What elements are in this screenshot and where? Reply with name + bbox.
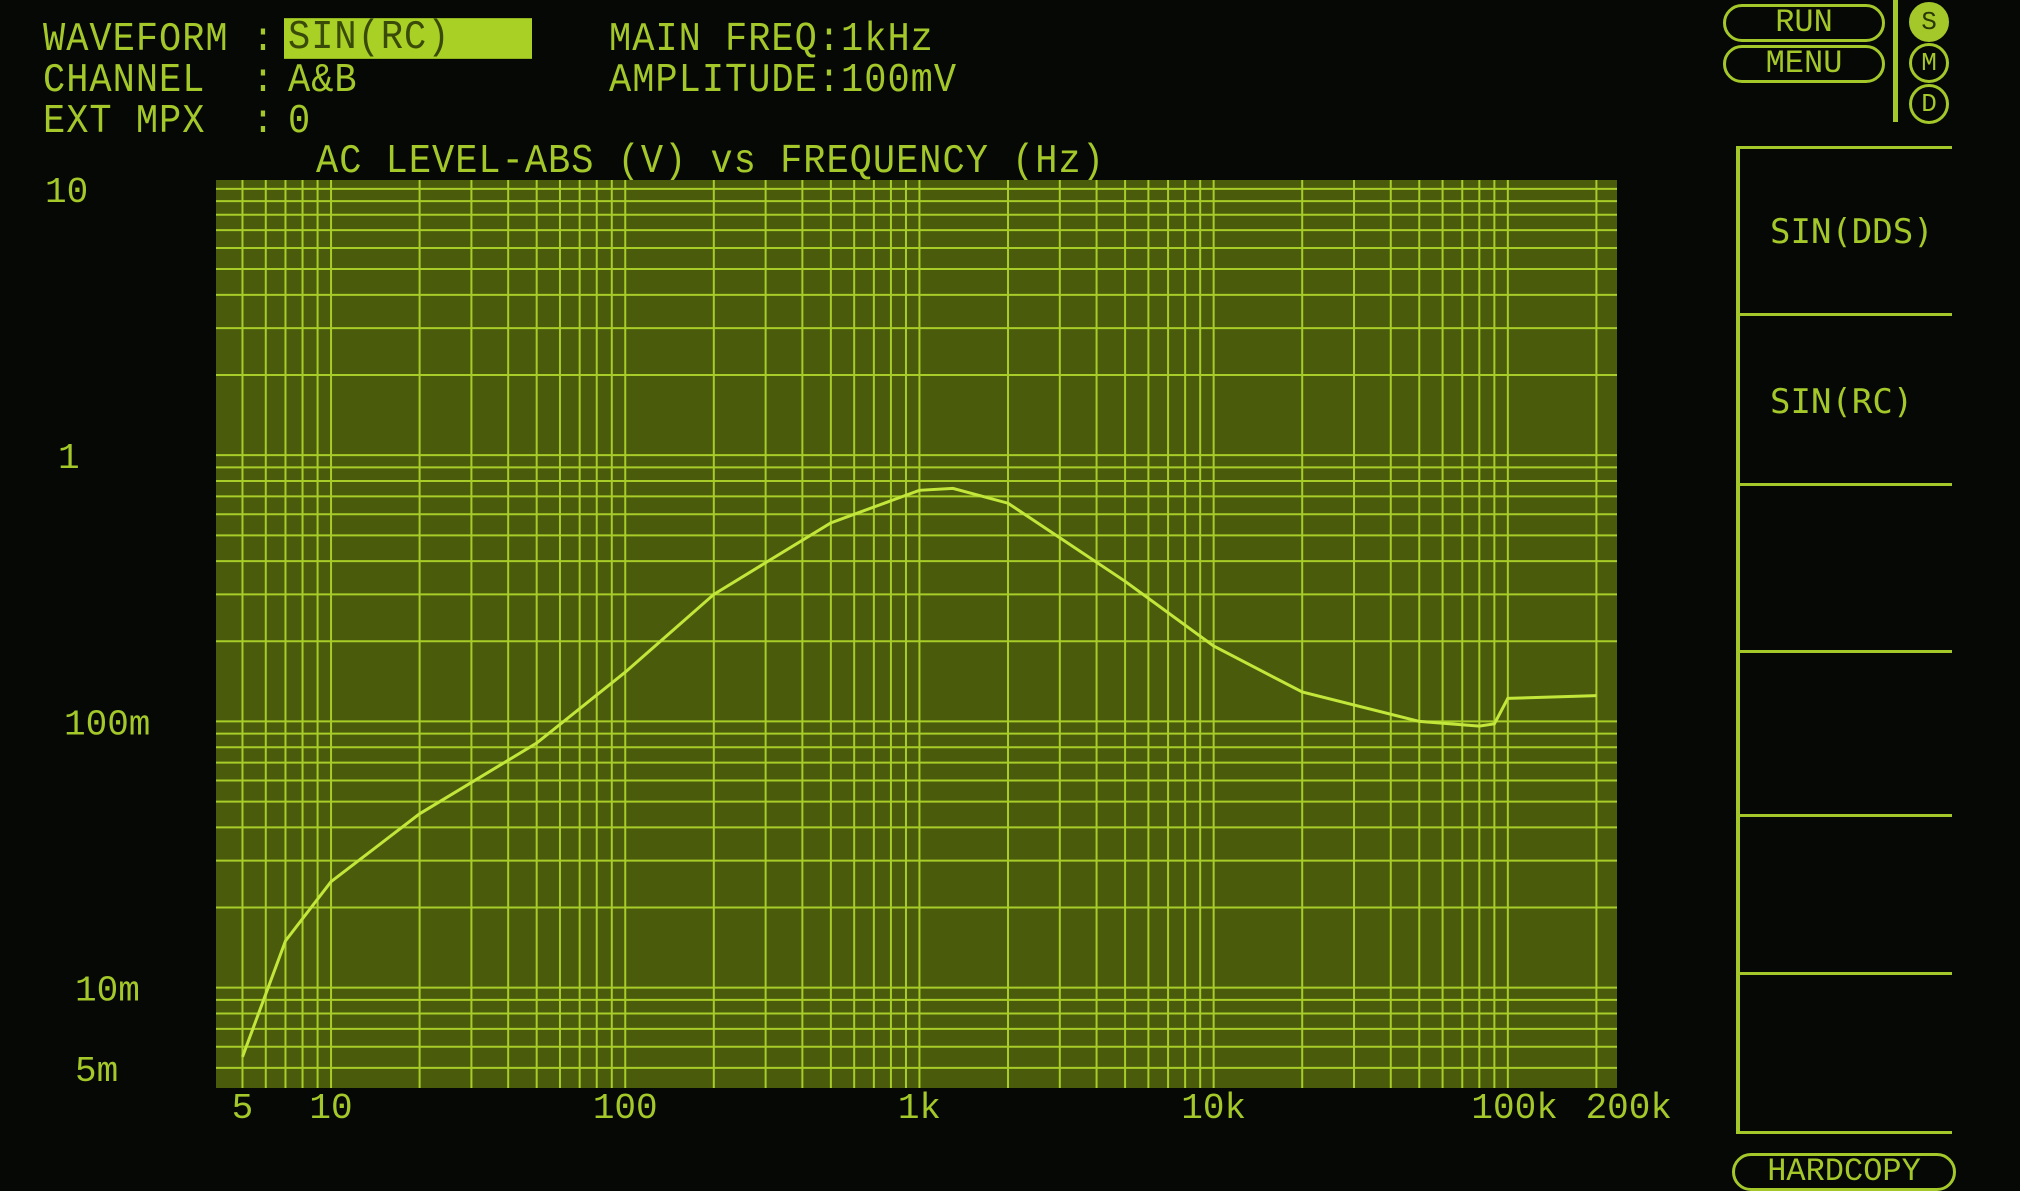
- y-tick-label: 100m: [64, 704, 150, 745]
- x-tick-label: 10: [309, 1088, 352, 1129]
- ext-mpx-label: EXT MPX :: [43, 98, 276, 146]
- x-tick-label: 10k: [1181, 1088, 1246, 1129]
- y-tick-label: 10m: [75, 971, 140, 1012]
- series-line: [241, 486, 1597, 1058]
- waveform-label: WAVEFORM :: [43, 16, 276, 64]
- softkey-divider: [1736, 483, 1952, 486]
- mode-m-button[interactable]: M: [1909, 43, 1949, 83]
- amplitude: AMPLITUDE:100mV: [609, 57, 958, 105]
- softkey-divider: [1736, 650, 1952, 653]
- channel-label: CHANNEL :: [43, 57, 276, 105]
- softkey-bracket: [1736, 146, 1740, 1132]
- y-tick-label: 10: [45, 172, 88, 213]
- x-tick-labels: 5 10 100 1k 10k 100k 200k: [232, 1088, 1672, 1129]
- softkey-sin-rc[interactable]: SIN(RC): [1770, 382, 1914, 422]
- y-tick-label: 5m: [75, 1051, 118, 1092]
- divider: [1893, 0, 1898, 122]
- channel-value: A&B: [288, 57, 358, 105]
- menu-button[interactable]: MENU: [1723, 45, 1885, 83]
- softkey-divider: [1736, 313, 1952, 316]
- plot-area: [216, 180, 1617, 1088]
- softkey-divider: [1736, 146, 1952, 149]
- x-tick-label: 5: [232, 1088, 254, 1129]
- x-tick-label: 1k: [898, 1088, 941, 1129]
- grid: [216, 180, 1617, 1088]
- x-tick-label: 100k: [1471, 1088, 1557, 1129]
- waveform-value[interactable]: SIN(RC): [284, 18, 532, 59]
- softkey-sin-dds[interactable]: SIN(DDS): [1770, 212, 1934, 252]
- main-freq: MAIN FREQ:1kHz: [609, 16, 934, 64]
- hardcopy-button[interactable]: HARDCOPY: [1732, 1153, 1956, 1191]
- x-tick-label: 100: [593, 1088, 658, 1129]
- run-button[interactable]: RUN: [1723, 4, 1885, 42]
- mode-s-button[interactable]: S: [1909, 2, 1949, 42]
- y-tick-label: 1: [58, 438, 80, 479]
- ext-mpx-value: 0: [288, 98, 312, 146]
- softkey-divider: [1736, 972, 1952, 975]
- y-tick-labels: 10 1 100m 10m 5m: [45, 172, 150, 1092]
- mode-d-button[interactable]: D: [1909, 84, 1949, 124]
- softkey-divider: [1736, 1131, 1952, 1134]
- x-tick-label: 200k: [1586, 1088, 1672, 1129]
- chart-title: AC LEVEL-ABS (V) vs FREQUENCY (Hz): [316, 138, 1105, 186]
- softkey-divider: [1736, 814, 1952, 817]
